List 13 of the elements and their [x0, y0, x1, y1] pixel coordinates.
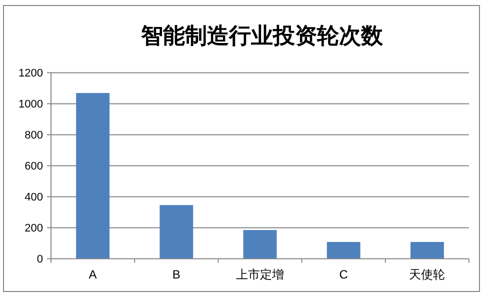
- y-tick-label: 400: [24, 192, 43, 204]
- y-tick-label: 1000: [18, 98, 43, 111]
- chart-title: 智能制造行业投资轮次数: [140, 23, 384, 48]
- y-tick-label: 600: [24, 160, 43, 173]
- x-tick-label: B: [172, 268, 180, 282]
- y-tick-label: 800: [24, 130, 43, 142]
- x-tick-label: C: [339, 268, 348, 282]
- y-tick-label: 1200: [18, 68, 43, 80]
- y-tick-label: 0: [36, 254, 43, 266]
- y-tick-label: 200: [24, 222, 43, 235]
- x-tick-label: A: [88, 268, 97, 282]
- x-tick-label: 天使轮: [409, 268, 446, 282]
- x-tick-label: 上市定增: [236, 268, 284, 282]
